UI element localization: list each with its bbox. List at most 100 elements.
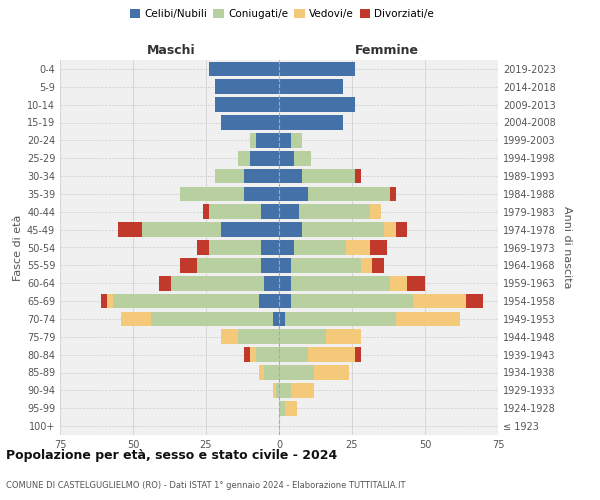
Bar [151, 312, 273, 326]
Bar [466, 294, 484, 308]
Bar [308, 348, 355, 362]
Bar [279, 383, 290, 398]
Bar [113, 294, 259, 308]
Bar [180, 186, 244, 201]
Legend: Celibi/Nubili, Coniugati/e, Vedovi/e, Divorziati/e: Celibi/Nubili, Coniugati/e, Vedovi/e, Di… [125, 5, 439, 24]
Bar [290, 383, 314, 398]
Bar [407, 276, 425, 290]
Bar [361, 258, 373, 272]
Bar [390, 186, 396, 201]
Bar [326, 330, 361, 344]
Bar [279, 276, 290, 290]
Bar [203, 204, 209, 219]
Bar [244, 186, 279, 201]
Bar [302, 222, 384, 237]
Bar [290, 294, 413, 308]
Bar [279, 204, 299, 219]
Bar [250, 133, 256, 148]
Bar [215, 80, 279, 94]
Bar [290, 133, 302, 148]
Bar [215, 168, 244, 184]
Bar [279, 312, 285, 326]
Bar [209, 240, 262, 255]
Bar [273, 312, 279, 326]
Bar [197, 240, 209, 255]
Bar [285, 401, 296, 415]
Bar [265, 365, 279, 380]
Bar [396, 312, 460, 326]
Bar [107, 294, 113, 308]
Bar [118, 222, 142, 237]
Bar [250, 151, 279, 166]
Bar [244, 168, 279, 184]
Bar [279, 222, 302, 237]
Bar [221, 222, 279, 237]
Bar [370, 204, 381, 219]
Bar [142, 222, 221, 237]
Bar [238, 330, 279, 344]
Bar [370, 240, 387, 255]
Bar [215, 98, 279, 112]
Bar [256, 133, 279, 148]
Bar [299, 204, 370, 219]
Bar [101, 294, 107, 308]
Bar [279, 168, 302, 184]
Y-axis label: Fasce di età: Fasce di età [13, 214, 23, 280]
Bar [355, 168, 361, 184]
Bar [262, 258, 279, 272]
Bar [244, 348, 250, 362]
Text: Femmine: Femmine [355, 44, 419, 58]
Text: COMUNE DI CASTELGUGLIELMO (RO) - Dati ISTAT 1° gennaio 2024 - Elaborazione TUTTI: COMUNE DI CASTELGUGLIELMO (RO) - Dati IS… [6, 481, 406, 490]
Bar [279, 62, 355, 76]
Text: Popolazione per età, sesso e stato civile - 2024: Popolazione per età, sesso e stato civil… [6, 450, 337, 462]
Bar [259, 365, 265, 380]
Bar [279, 401, 285, 415]
Bar [171, 276, 265, 290]
Bar [279, 294, 290, 308]
Y-axis label: Anni di nascita: Anni di nascita [562, 206, 572, 289]
Bar [384, 222, 396, 237]
Bar [159, 276, 171, 290]
Bar [279, 151, 293, 166]
Bar [180, 258, 197, 272]
Bar [290, 276, 390, 290]
Bar [293, 151, 311, 166]
Bar [390, 276, 407, 290]
Bar [279, 348, 308, 362]
Bar [279, 330, 326, 344]
Bar [279, 240, 293, 255]
Bar [209, 204, 262, 219]
Bar [273, 383, 276, 398]
Bar [302, 168, 355, 184]
Bar [238, 151, 250, 166]
Bar [265, 276, 279, 290]
Bar [314, 365, 349, 380]
Bar [279, 80, 343, 94]
Bar [256, 348, 279, 362]
Bar [279, 133, 290, 148]
Bar [285, 312, 396, 326]
Bar [290, 258, 361, 272]
Bar [279, 258, 290, 272]
Bar [121, 312, 151, 326]
Bar [197, 258, 262, 272]
Bar [293, 240, 346, 255]
Bar [308, 186, 390, 201]
Bar [279, 186, 308, 201]
Bar [413, 294, 466, 308]
Bar [396, 222, 407, 237]
Bar [279, 115, 343, 130]
Bar [373, 258, 384, 272]
Bar [250, 348, 256, 362]
Text: Maschi: Maschi [146, 44, 195, 58]
Bar [221, 115, 279, 130]
Bar [221, 330, 238, 344]
Bar [209, 62, 279, 76]
Bar [355, 348, 361, 362]
Bar [276, 383, 279, 398]
Bar [259, 294, 279, 308]
Bar [279, 365, 314, 380]
Bar [279, 98, 355, 112]
Bar [262, 204, 279, 219]
Bar [262, 240, 279, 255]
